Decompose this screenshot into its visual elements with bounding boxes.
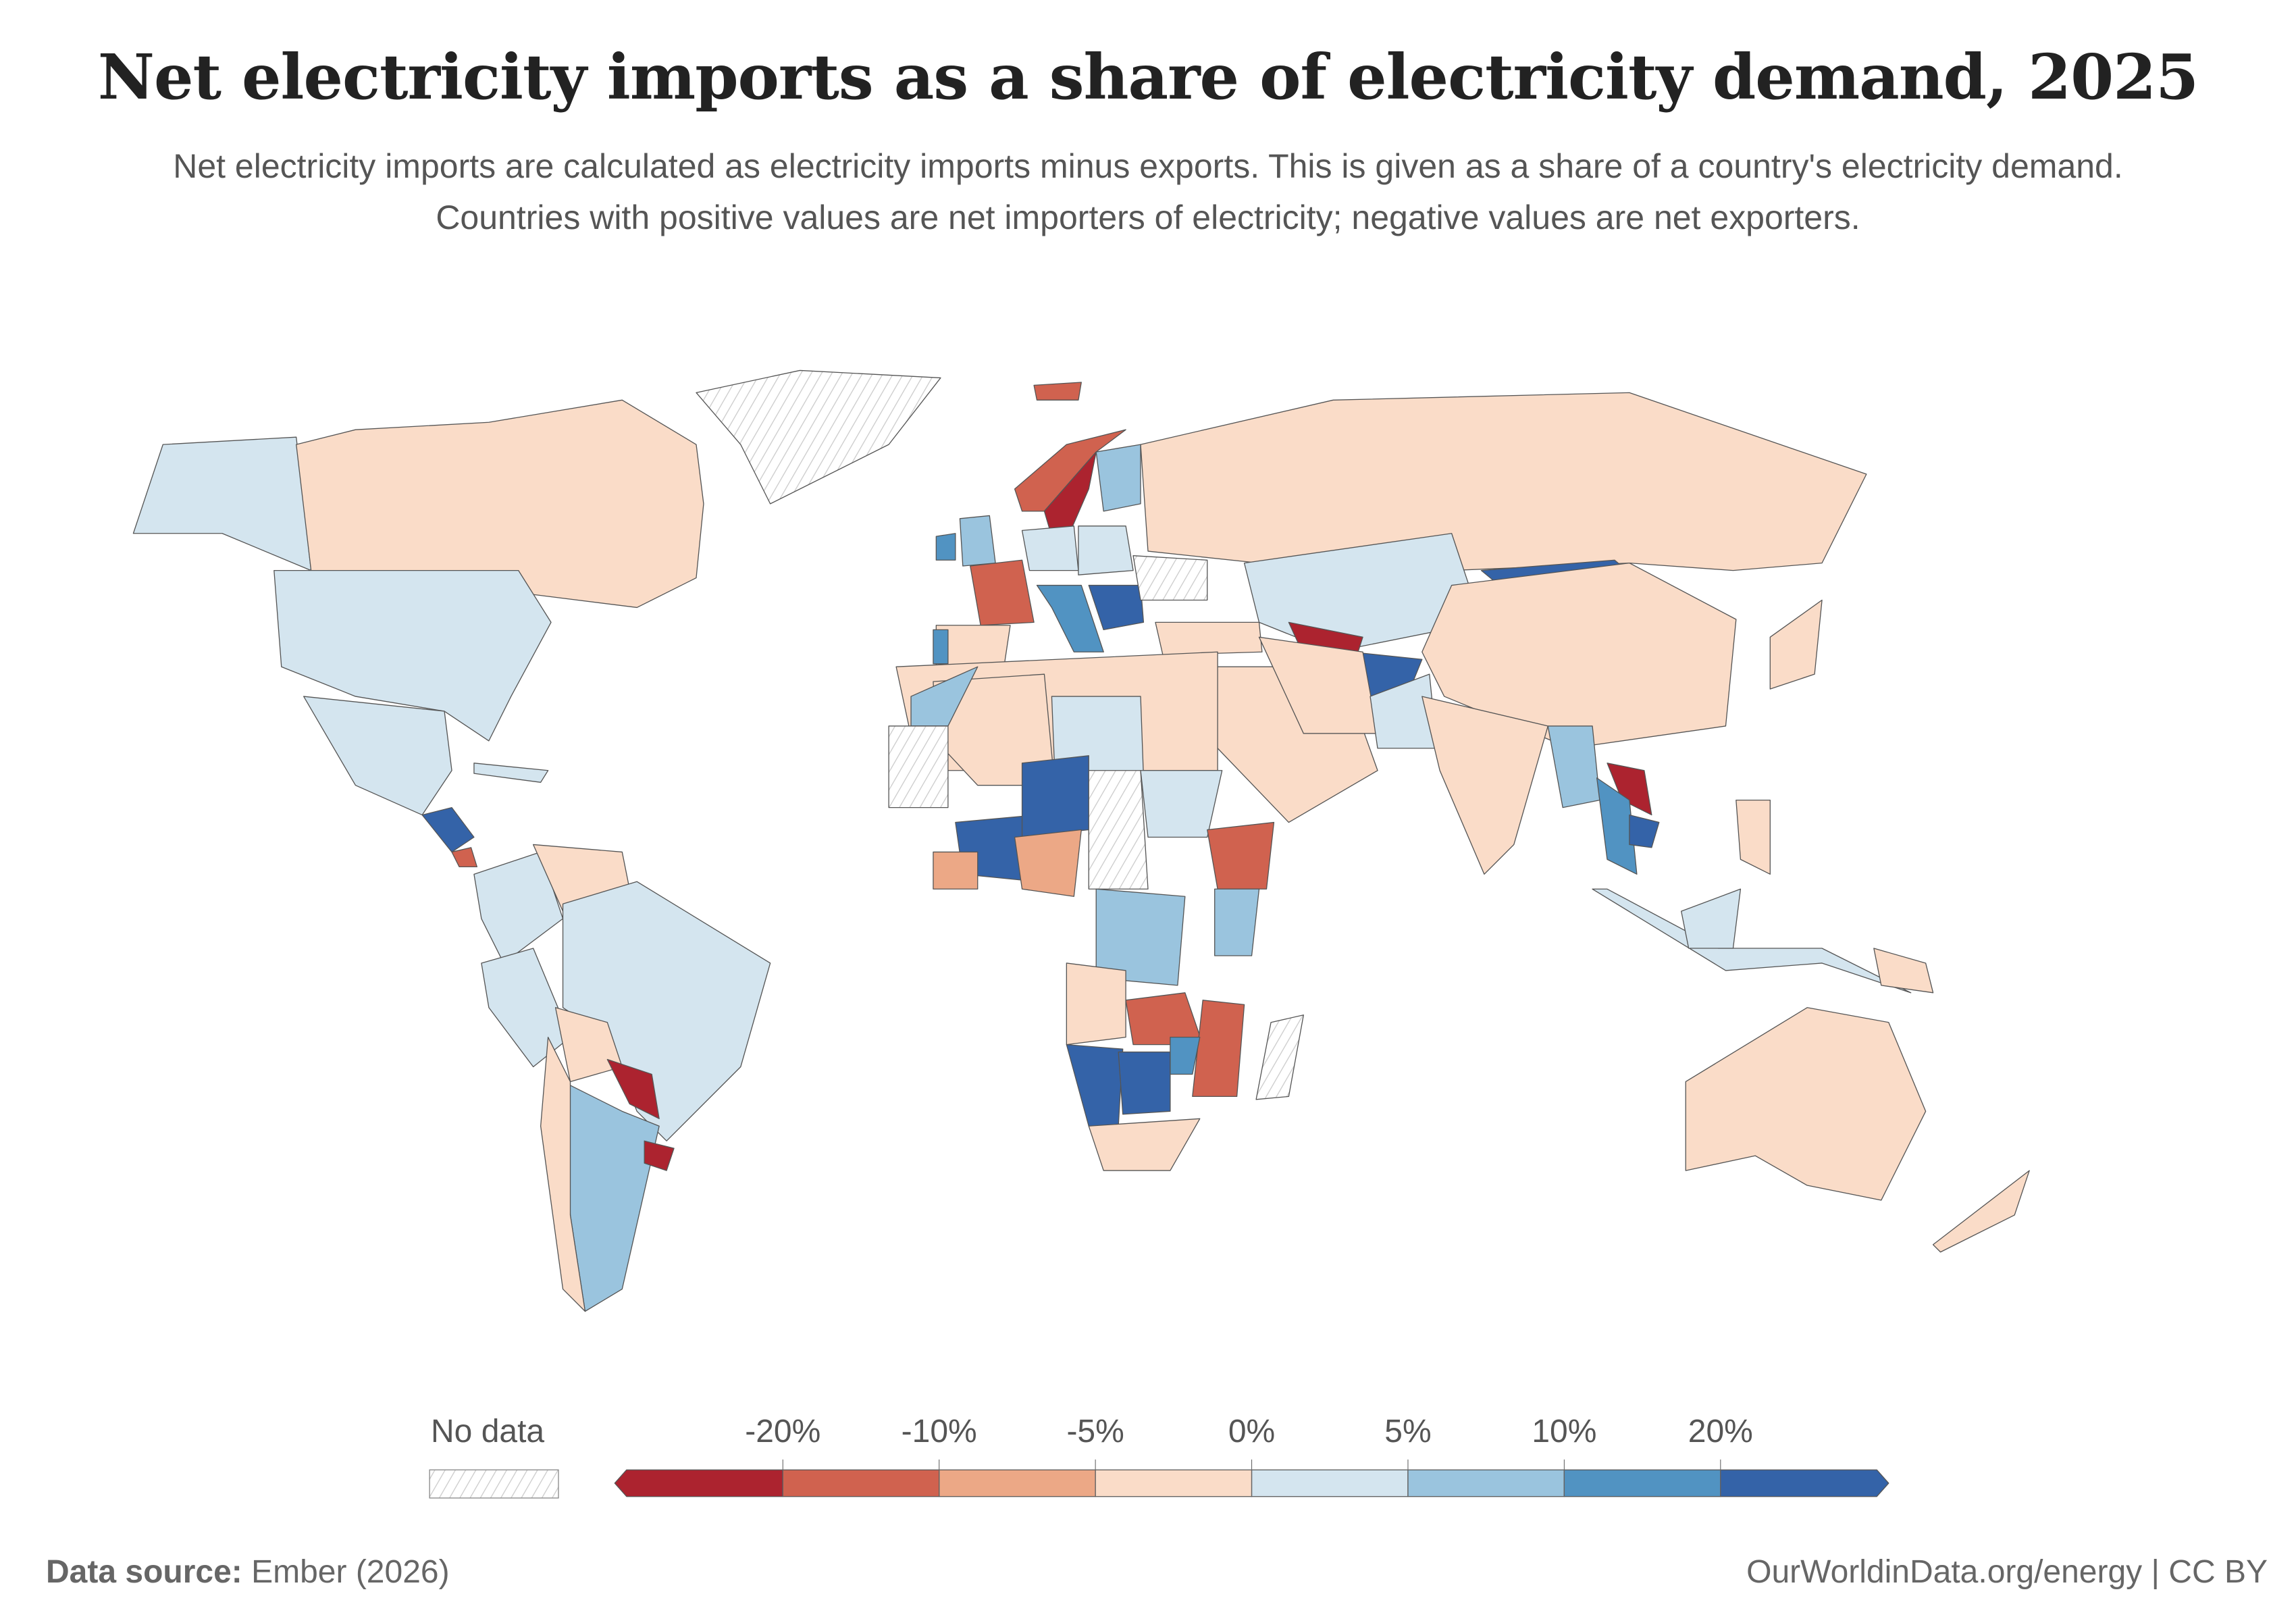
legend-bin[interactable] (1251, 1469, 1409, 1497)
legend-bin[interactable] (782, 1469, 940, 1497)
country-uk[interactable] (959, 515, 996, 567)
country-laos[interactable] (1607, 763, 1652, 816)
country-balkans[interactable] (1088, 584, 1145, 631)
country-central-africa[interactable] (1095, 888, 1186, 986)
chart-subtitle: Net electricity imports are calculated a… (173, 147, 2123, 236)
legend-tick-label: -10% (901, 1414, 977, 1449)
legend-bin[interactable] (939, 1469, 1096, 1497)
country-niger-chad[interactable] (1021, 755, 1089, 838)
legend-no-data-swatch[interactable] (429, 1469, 559, 1499)
country-colombia[interactable] (473, 851, 564, 964)
country-china[interactable] (1421, 562, 1737, 749)
country-france[interactable] (970, 559, 1035, 626)
country-japan[interactable] (1769, 599, 1823, 690)
country-finland[interactable] (1095, 444, 1141, 512)
country-png[interactable] (1873, 948, 1934, 994)
country-namibia[interactable] (1066, 1044, 1124, 1127)
country-mexico[interactable] (303, 696, 452, 816)
country-ukraine[interactable] (1132, 555, 1208, 601)
country-portugal[interactable] (933, 629, 949, 665)
country-sudan-east[interactable] (1140, 770, 1223, 838)
country-borneo[interactable] (1681, 888, 1742, 949)
country-usa[interactable] (273, 569, 552, 742)
legend-tick-label: -5% (1066, 1414, 1124, 1449)
country-philippines[interactable] (1736, 799, 1771, 875)
data-source-label: Data source: (46, 1554, 242, 1590)
country-ireland[interactable] (935, 533, 956, 561)
legend-bin[interactable] (1095, 1469, 1253, 1497)
country-ghana-ci[interactable] (933, 851, 979, 890)
country-indonesia[interactable] (1592, 888, 1912, 994)
country-poland[interactable] (1078, 525, 1134, 575)
country-western-sahara[interactable] (888, 725, 949, 808)
legend-bin[interactable] (614, 1469, 783, 1497)
country-uruguay[interactable] (644, 1140, 675, 1171)
legend-bin[interactable] (1563, 1469, 1721, 1497)
country-cuba[interactable] (473, 763, 549, 783)
data-source-value: Ember (2026) (251, 1554, 450, 1590)
country-south-africa[interactable] (1088, 1118, 1201, 1171)
chart-title: Net electricity imports as a share of el… (97, 41, 2199, 113)
country-australia[interactable] (1685, 1007, 1927, 1201)
country-cambodia[interactable] (1629, 814, 1660, 848)
legend-tick-label: -20% (745, 1414, 821, 1449)
country-madagascar[interactable] (1255, 1014, 1304, 1100)
country-nigeria[interactable] (1014, 829, 1082, 897)
country-kenya[interactable] (1214, 888, 1260, 956)
country-botswana[interactable] (1118, 1051, 1171, 1115)
country-zimbabwe[interactable] (1170, 1036, 1201, 1075)
legend-tick-label: 5% (1384, 1414, 1432, 1449)
country-alaska[interactable] (132, 436, 312, 571)
country-germany[interactable] (1021, 525, 1079, 571)
country-india[interactable] (1421, 696, 1548, 875)
data-source: Data source: Ember (2026) (46, 1553, 450, 1591)
country-turkey[interactable] (1155, 621, 1263, 656)
country-kazakhstan[interactable] (1243, 533, 1482, 652)
legend-tick-label: 10% (1532, 1414, 1597, 1449)
legend-bin[interactable] (1720, 1469, 1889, 1497)
legend-no-data-label: No data (431, 1414, 545, 1449)
country-russia[interactable] (1140, 392, 1867, 571)
country-costa-rica[interactable] (451, 847, 477, 868)
country-greenland[interactable] (696, 369, 941, 505)
country-myanmar[interactable] (1547, 725, 1600, 808)
credit-link[interactable]: OurWorldinData.org/energy | CC BY (1746, 1554, 2268, 1590)
country-italy[interactable] (1036, 584, 1104, 652)
country-thailand[interactable] (1596, 777, 1638, 875)
country-new-zealand[interactable] (1932, 1170, 2030, 1253)
country-ethiopia[interactable] (1207, 821, 1275, 890)
country-paraguay[interactable] (606, 1058, 660, 1119)
legend-tick-label: 0% (1228, 1414, 1276, 1449)
legend-tick-label: 20% (1688, 1414, 1753, 1449)
country-sudan[interactable] (1088, 770, 1149, 890)
country-angola[interactable] (1066, 962, 1126, 1046)
country-central-america[interactable] (421, 806, 475, 853)
country-mozambique[interactable] (1192, 1000, 1245, 1098)
legend-bin[interactable] (1407, 1469, 1565, 1497)
country-iceland[interactable] (1033, 382, 1082, 401)
country-chile[interactable] (540, 1036, 586, 1312)
